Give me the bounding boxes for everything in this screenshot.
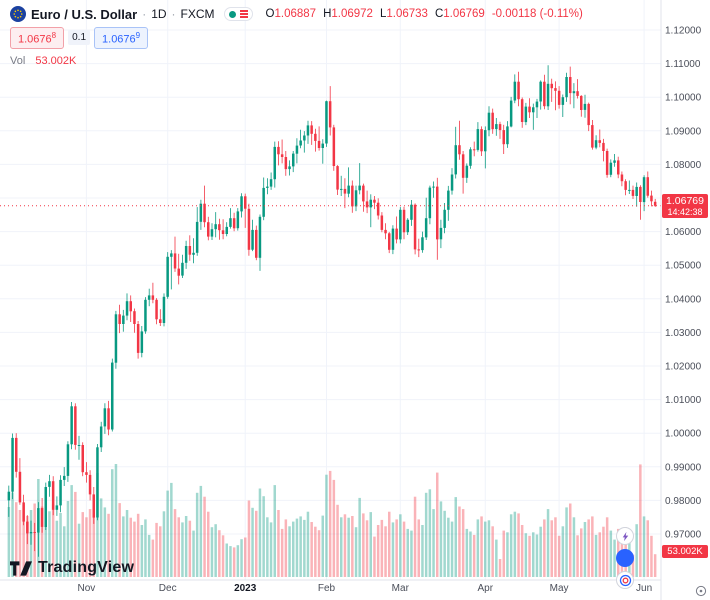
publish-button[interactable] <box>616 571 634 589</box>
svg-text:1.00000: 1.00000 <box>665 429 702 440</box>
open-label: O <box>265 8 275 20</box>
svg-text:Feb: Feb <box>318 583 336 594</box>
close-value: 1.06769 <box>443 8 485 20</box>
volume-axis-label: 53.002K <box>662 545 708 558</box>
bar-countdown: 14:42:38 <box>667 207 703 217</box>
svg-text:0.99000: 0.99000 <box>665 462 702 473</box>
price-axis[interactable]: 1.120001.110001.100001.090001.080001.070… <box>665 26 702 541</box>
sell-button[interactable]: 1.06768 <box>10 27 65 49</box>
close-label: C <box>434 8 444 20</box>
last-price-value: 1.06769 <box>666 195 704 207</box>
interval-label[interactable]: 1D <box>151 7 167 21</box>
eur-flag-icon <box>10 6 26 22</box>
svg-text:Mar: Mar <box>392 583 410 594</box>
bid-ask-row: 1.06768 0.1 1.06769 <box>10 27 583 49</box>
open-readout: O1.06887 <box>266 8 317 20</box>
svg-text:May: May <box>550 583 569 594</box>
volume-row: Vol 53.002K <box>10 55 583 67</box>
volume-value: 53.002K <box>35 54 77 67</box>
separator-dot: · <box>171 7 176 21</box>
volume-label: Vol <box>10 54 26 67</box>
low-readout: L1.06733 <box>380 8 428 20</box>
svg-text:1.03000: 1.03000 <box>665 328 702 339</box>
boost-button[interactable] <box>616 527 634 545</box>
separator-dot: · <box>142 7 147 21</box>
candles-layer <box>7 65 657 557</box>
low-label: L <box>379 8 387 20</box>
last-price-label: 1.06769 14:42:38 <box>662 194 708 218</box>
volume-layer <box>7 464 657 577</box>
svg-text:Apr: Apr <box>478 583 494 594</box>
exchange-label[interactable]: FXCM <box>180 7 215 21</box>
tradingview-watermark[interactable]: TradingView <box>10 559 134 577</box>
tradingview-logo-icon <box>10 560 32 576</box>
buy-price-sup: 9 <box>135 31 141 40</box>
svg-text:1.10000: 1.10000 <box>665 93 702 104</box>
svg-text:1.08000: 1.08000 <box>665 160 702 171</box>
ohlc-readout: O1.06887 H1.06972 L1.06733 C1.06769 -0.0… <box>266 8 583 20</box>
svg-text:1.11000: 1.11000 <box>665 59 701 70</box>
legend-title-row: Euro / U.S. Dollar · 1D · FXCM O1.06887 … <box>10 6 583 22</box>
svg-text:0.98000: 0.98000 <box>665 496 702 507</box>
svg-text:1.04000: 1.04000 <box>665 294 702 305</box>
axis-settings-icon[interactable] <box>695 585 707 597</box>
high-readout: H1.06972 <box>323 8 373 20</box>
buy-button[interactable]: 1.06769 <box>94 27 149 49</box>
svg-text:1.12000: 1.12000 <box>665 26 702 37</box>
buy-price: 1.0676 <box>102 33 136 46</box>
svg-text:1.09000: 1.09000 <box>665 126 702 137</box>
svg-text:Jun: Jun <box>636 583 652 594</box>
open-value: 1.06887 <box>274 8 317 20</box>
floating-buttons <box>616 527 634 589</box>
svg-text:1.05000: 1.05000 <box>665 261 702 272</box>
svg-text:1.06000: 1.06000 <box>665 227 702 238</box>
rings-icon <box>619 574 631 586</box>
sell-price: 1.0676 <box>18 33 52 46</box>
sell-price-sup: 8 <box>51 31 57 40</box>
time-axis[interactable]: Nov Dec 2023 Feb Mar Apr May Jun <box>78 583 653 594</box>
close-readout: C1.06769 <box>435 8 485 20</box>
svg-text:1.02000: 1.02000 <box>665 362 702 373</box>
spread-label: 0.1 <box>68 30 91 46</box>
high-label: H <box>323 8 332 20</box>
svg-text:Nov: Nov <box>78 583 96 594</box>
symbol-title[interactable]: Euro / U.S. Dollar <box>31 6 138 22</box>
low-value: 1.06733 <box>386 8 428 20</box>
watermark-text: TradingView <box>38 559 135 576</box>
ohlc-list-icon[interactable] <box>239 10 248 18</box>
svg-text:Dec: Dec <box>159 583 177 594</box>
lightning-icon <box>622 531 628 541</box>
svg-text:0.97000: 0.97000 <box>665 530 702 541</box>
high-value: 1.06972 <box>331 8 373 20</box>
legend-toggles <box>223 7 253 21</box>
status-dot-icon[interactable] <box>228 10 236 18</box>
account-button[interactable] <box>616 549 634 567</box>
svg-text:2023: 2023 <box>234 583 257 594</box>
svg-text:1.01000: 1.01000 <box>665 395 702 406</box>
change-value: -0.00118 (-0.11%) <box>491 8 583 20</box>
chart-legend: Euro / U.S. Dollar · 1D · FXCM O1.06887 … <box>10 6 583 67</box>
